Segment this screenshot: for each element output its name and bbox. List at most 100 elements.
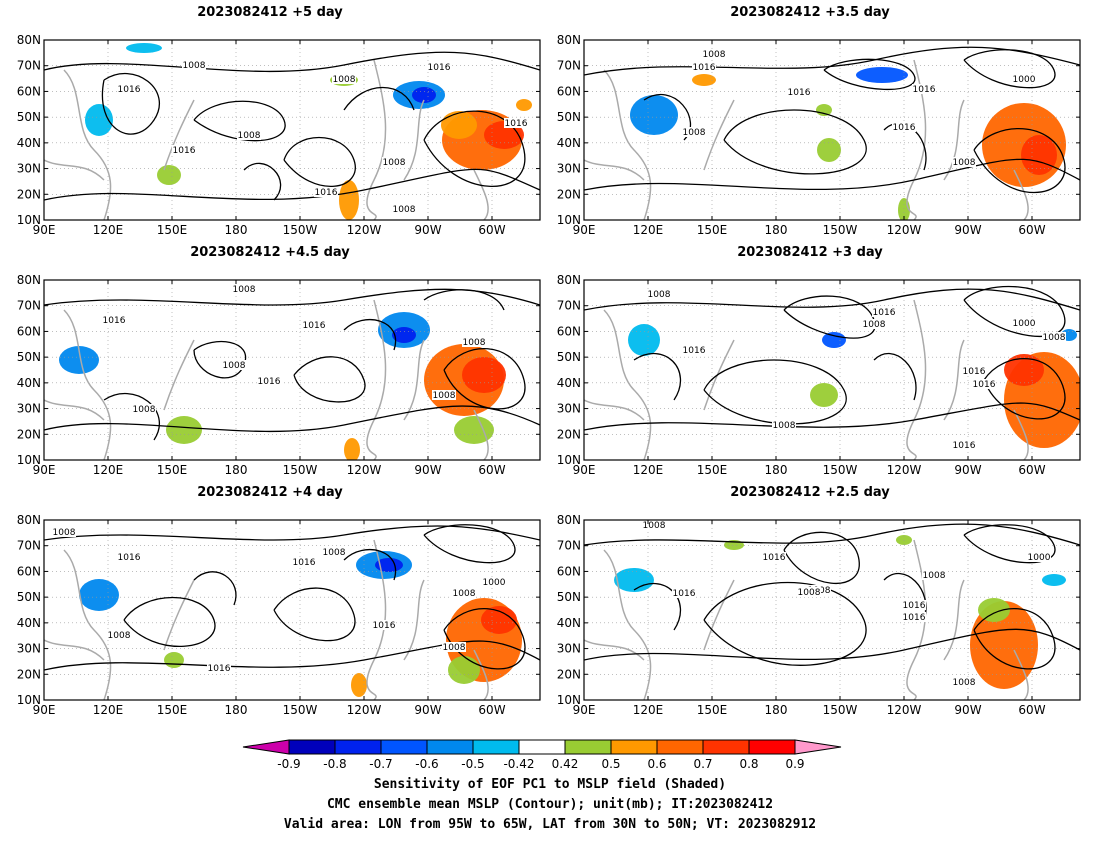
lat-tick-label: 80N <box>17 273 41 287</box>
colorbar-tick-label: -0.9 <box>277 757 300 771</box>
lat-tick-label: 70N <box>17 539 41 553</box>
contour-label: 1008 <box>453 589 476 599</box>
lat-tick-label: 40N <box>17 616 41 630</box>
lon-tick-label: 180 <box>225 463 248 477</box>
lon-tick-label: 90W <box>954 463 981 477</box>
lon-tick-label: 150E <box>157 463 188 477</box>
coastline <box>44 639 105 661</box>
mslp-contour <box>44 640 540 671</box>
lon-tick-label: 90E <box>33 463 56 477</box>
lon-tick-label: 150E <box>697 463 728 477</box>
sensitivity-shading <box>1021 135 1057 175</box>
lon-tick-label: 120W <box>887 223 922 237</box>
coastline <box>1013 409 1029 460</box>
lon-tick-label: 60W <box>1018 463 1045 477</box>
sensitivity-shading <box>448 656 480 684</box>
contour-label: 1016 <box>118 553 141 563</box>
mslp-contour <box>243 162 282 201</box>
sensitivity-shading <box>462 357 506 393</box>
coastline <box>703 339 735 411</box>
sensitivity-shading <box>822 332 846 348</box>
map-panel-plus-3-5-day: 2023082412 +3.5 day 1016 1008 1016 1008 1000… <box>540 5 1081 237</box>
lon-tick-label: 120W <box>887 703 922 717</box>
lat-tick-label: 30N <box>557 162 581 176</box>
colorbar-swatch <box>610 739 658 755</box>
sensitivity-shading <box>85 104 113 136</box>
mslp-contour <box>973 128 1066 194</box>
mslp-contour <box>443 608 526 670</box>
lat-tick-label: 10N <box>17 453 41 467</box>
lat-tick-label: 60N <box>17 324 41 338</box>
lon-tick-label: 150W <box>283 223 318 237</box>
coastline <box>473 169 489 220</box>
lon-tick-label: 180 <box>225 703 248 717</box>
mslp-contour <box>584 523 1080 546</box>
panel-title: 2023082412 +3.5 day <box>730 5 890 20</box>
lat-tick-label: 80N <box>17 513 41 527</box>
sensitivity-shading <box>157 165 181 185</box>
colorbar-swatch <box>242 739 290 755</box>
map-panel-plus-5-day: 2023082412 +5 day 1008 1016 1008 1016 1008 10… <box>0 5 541 237</box>
lon-tick-label: 90E <box>33 223 56 237</box>
map-panel-plus-3-day: 2023082412 +3 day 1008 1016 1008 1000 1016 10… <box>540 245 1081 477</box>
lon-tick-label: 150W <box>283 463 318 477</box>
contour-label: 1008 <box>238 131 261 141</box>
colorbar-swatch <box>656 739 704 755</box>
map-panel-plus-4-day: 2023082412 +4 day 1008 1016 1008 1016 1000 10… <box>0 485 541 717</box>
lon-tick-label: 150E <box>157 223 188 237</box>
contour-label: 1008 <box>183 61 206 71</box>
lon-tick-label: 60W <box>478 463 505 477</box>
mslp-contour <box>44 525 540 541</box>
map-panel-plus-4-5-day: 2023082412 +4.5 day 1008 1016 1016 1008 1016… <box>0 245 541 477</box>
sensitivity-shading <box>816 104 832 116</box>
sensitivity-shading <box>166 416 202 444</box>
coastline <box>366 59 387 220</box>
panel-title: 2023082412 +4.5 day <box>190 245 350 260</box>
contour-label: 1008 <box>323 548 346 558</box>
lon-tick-label: 60W <box>478 223 505 237</box>
coastline <box>584 399 645 421</box>
colorbar-tick-label: 0.42 <box>552 757 579 771</box>
colorbar-swatch <box>472 739 520 755</box>
lat-tick-label: 50N <box>17 350 41 364</box>
lat-tick-label: 70N <box>17 299 41 313</box>
contour-label: 1016 <box>315 188 338 198</box>
lon-tick-label: 150W <box>823 703 858 717</box>
sensitivity-shading <box>392 327 416 343</box>
map-plot: 1008 1016 1016 1008 1016 1008 1008 1008 80N 70N 60… <box>17 273 541 477</box>
mslp-contour <box>703 359 847 425</box>
contour-label: 1016 <box>208 664 231 674</box>
mslp-contour <box>44 288 540 306</box>
lon-tick-label: 90W <box>954 223 981 237</box>
mslp-contour <box>783 295 876 339</box>
map-plot: 1008 1016 1008 1016 1008 1016 1008 1016 1016 1008… <box>17 33 541 237</box>
lon-tick-label: 180 <box>765 703 788 717</box>
coastline <box>473 409 489 460</box>
coastline <box>1013 649 1029 700</box>
lat-tick-label: 30N <box>557 642 581 656</box>
sensitivity-shading <box>351 673 367 697</box>
mslp-contour <box>584 158 1080 191</box>
contour-label: 1016 <box>683 346 706 356</box>
lon-tick-label: 90W <box>414 703 441 717</box>
contour-label: 1016 <box>428 63 451 73</box>
mslp-contour <box>983 358 1066 420</box>
lon-tick-label: 180 <box>225 223 248 237</box>
mslp-contour <box>723 109 867 175</box>
mslp-contour <box>973 608 1056 670</box>
lon-tick-label: 90E <box>573 463 596 477</box>
colorbar-swatch <box>518 739 566 755</box>
mslp-contour <box>963 49 1056 89</box>
contour-label: 1016 <box>973 380 996 390</box>
lat-tick-label: 10N <box>557 213 581 227</box>
lat-tick-label: 10N <box>557 693 581 707</box>
lon-tick-label: 120E <box>633 463 664 477</box>
coastline <box>603 69 652 220</box>
lon-tick-label: 150W <box>823 463 858 477</box>
mslp-contour <box>193 571 237 606</box>
coastline <box>603 549 652 700</box>
coastline <box>906 539 927 700</box>
coastline <box>584 639 645 661</box>
mslp-contour <box>883 573 927 621</box>
colorbar-swatch <box>380 739 428 755</box>
